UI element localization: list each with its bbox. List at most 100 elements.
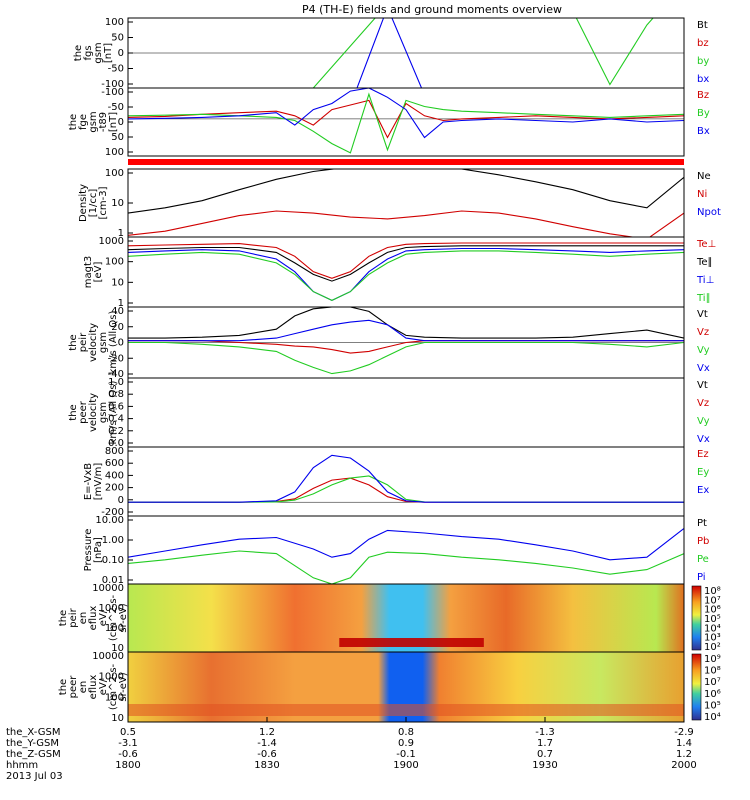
ylabel-density-1: [1/cc] [88, 189, 99, 218]
ylabel-peir-velocity-0: the [68, 334, 79, 350]
cbtick-peer-spectrogram-2: 10⁷ [704, 677, 721, 688]
ylabel-peer-velocity-4: km/s (All Qs) [108, 381, 119, 445]
series-fgs-1 [128, 95, 684, 116]
series-pressure-2 [128, 550, 684, 584]
ylabel-efield-1: [mV/m] [93, 463, 104, 501]
ytick-pressure-3: 0.01 [102, 575, 124, 586]
ytick-temperature-2: 10 [111, 277, 124, 288]
cbtick-peir-spectrogram-3: 10⁵ [704, 614, 721, 625]
cbtick-peer-spectrogram-4: 10⁵ [704, 700, 721, 711]
x-axis-date: 2013 Jul 03 [6, 771, 63, 782]
ylabel-peer-spectrogram-0: the [58, 679, 69, 695]
ylabel-peir-spectrogram-6: sr-eV) [118, 603, 129, 632]
series-fge-1 [128, 92, 684, 154]
legend-pressure-1: Pb [697, 536, 709, 547]
legend-temperature-1: Te∥ [696, 257, 713, 268]
legend-efield-2: Ex [697, 485, 709, 496]
series-peir-velocity-2 [128, 341, 684, 375]
ytick-peer-spectrogram-3: 10 [111, 713, 124, 724]
ylabel-fge-2: gsm [88, 111, 99, 132]
xtick-3-2: 1900 [393, 760, 418, 771]
ytick-pressure-0: 10.00 [95, 515, 124, 526]
series-peir-velocity-0 [128, 307, 684, 339]
xrow-label-1: the_Y-GSM [6, 738, 59, 749]
ytick-fge-0: -100 [101, 87, 124, 98]
ytick-efield-0: 800 [105, 446, 124, 457]
ytick-peer-velocity-2: 0.6 [108, 401, 124, 412]
xtick-3-3: 1930 [532, 760, 557, 771]
xtick-1-3: 1.7 [537, 738, 553, 749]
xtick-2-1: -0.6 [257, 749, 277, 760]
ytick-fgs-2: 0 [118, 48, 124, 59]
series-temperature-2 [128, 247, 684, 302]
series-peir-velocity-3 [128, 319, 684, 342]
panel-peer-velocity: the peer velocity gsm km/s (All Qs)1.00.80.6… [68, 377, 710, 449]
panel-temperature: magt3 [eV] 1000 100 10 1 Te⊥ Te∥ Ti⊥ Ti∥ [83, 236, 716, 309]
ylabel-peer-spectrogram-1: peer [68, 675, 79, 699]
series-temperature-3 [128, 250, 684, 302]
ytick-peir-spectrogram-0: 10000 [92, 583, 124, 594]
ytick-peir-velocity-3: -20 [108, 353, 124, 364]
legend-peer-velocity-0: Vt [697, 380, 708, 391]
legend-fge-1: By [697, 108, 710, 119]
xtick-1-0: -3.1 [118, 738, 138, 749]
ytick-efield-2: 400 [105, 470, 124, 481]
ytick-peir-velocity-1: 20 [111, 322, 124, 333]
xtick-2-3: 0.7 [537, 749, 553, 760]
xtick-0-2: 0.8 [398, 727, 414, 738]
legend-fgs-0: Bt [697, 20, 708, 31]
ylabel-peir-spectrogram-1: peir [68, 607, 79, 627]
ylabel-peer-velocity-3: gsm [98, 402, 109, 423]
xrow-label-3: hhmm [6, 760, 38, 771]
legend-fge-2: Bx [697, 126, 710, 137]
ylabel-peir-velocity-4: km/s (All Qs) [108, 311, 119, 375]
ylabel-peir-spectrogram-2: en [78, 612, 89, 625]
ylabel-peer-velocity-2: velocity [88, 393, 99, 432]
ytick-density-2: 1 [118, 228, 124, 239]
series-fgs-3 [356, 18, 423, 88]
ytick-fgs-4: -100 [101, 79, 124, 90]
ytick-pressure-1: 1.00 [102, 535, 124, 546]
separator-band [128, 159, 684, 165]
colorbar-peir-spectrogram [691, 585, 702, 651]
panel-peer-spectrogram: the peer en eflux eV/(cm^2-s-sr-eV) 10000 1000… [58, 651, 721, 724]
legend-fgs-3: bx [697, 74, 709, 85]
cbtick-peer-spectrogram-1: 10⁸ [704, 666, 721, 677]
xtick-0-3: -1.3 [535, 727, 555, 738]
legend-fgs-2: by [697, 56, 709, 67]
ytick-fge-4: 100 [105, 147, 124, 158]
spec-lowband-peir-spectrogram [339, 638, 484, 647]
spec-lowband-peer-spectrogram [128, 704, 684, 716]
ytick-peer-velocity-0: 1.0 [108, 377, 124, 388]
xrow-label-2: the_Z-GSM [6, 749, 61, 760]
panel-pressure: Pressure [nPa] 10.00 1.00 0.10 0.01 Pt Pb Pe Pi [83, 515, 709, 586]
ytick-fge-3: 50 [111, 132, 124, 143]
legend-temperature-3: Ti∥ [696, 293, 711, 304]
ylabel-peer-spectrogram-2: en [78, 681, 89, 694]
series-fge-0 [128, 99, 684, 139]
ytick-peer-spectrogram-1: 1000 [99, 672, 124, 683]
ylabel-fge-1: fge [78, 114, 89, 130]
ytick-density-0: 100 [105, 168, 124, 179]
ylabel-fge-4: [nT] [108, 112, 119, 132]
legend-peir-velocity-1: Vz [697, 327, 709, 338]
ytick-efield-4: 0 [118, 495, 124, 506]
ylabel-temperature-1: [eV] [93, 262, 104, 283]
frame-pressure [127, 515, 685, 585]
ytick-fgs-1: 50 [111, 33, 124, 44]
xtick-0-0: 0.5 [120, 727, 136, 738]
panel-peir-spectrogram: the peir en eflux eV/(cm^2-s-sr-eV) 10000 1000… [58, 583, 721, 654]
ytick-fge-1: -50 [108, 102, 124, 113]
frame-density [127, 168, 685, 238]
ytick-temperature-1: 100 [105, 257, 124, 268]
ytick-peer-spectrogram-2: 100 [105, 692, 124, 703]
cbtick-peir-spectrogram-2: 10⁶ [704, 605, 721, 616]
frame-peer-velocity [127, 377, 685, 448]
ylabel-efield-0: E=-VxB [83, 463, 94, 500]
series-efield-1 [128, 475, 684, 503]
ylabel-peir-velocity-3: gsm [98, 332, 109, 353]
legend-peir-velocity-0: Vt [697, 309, 708, 320]
series-efield-0 [128, 477, 684, 503]
